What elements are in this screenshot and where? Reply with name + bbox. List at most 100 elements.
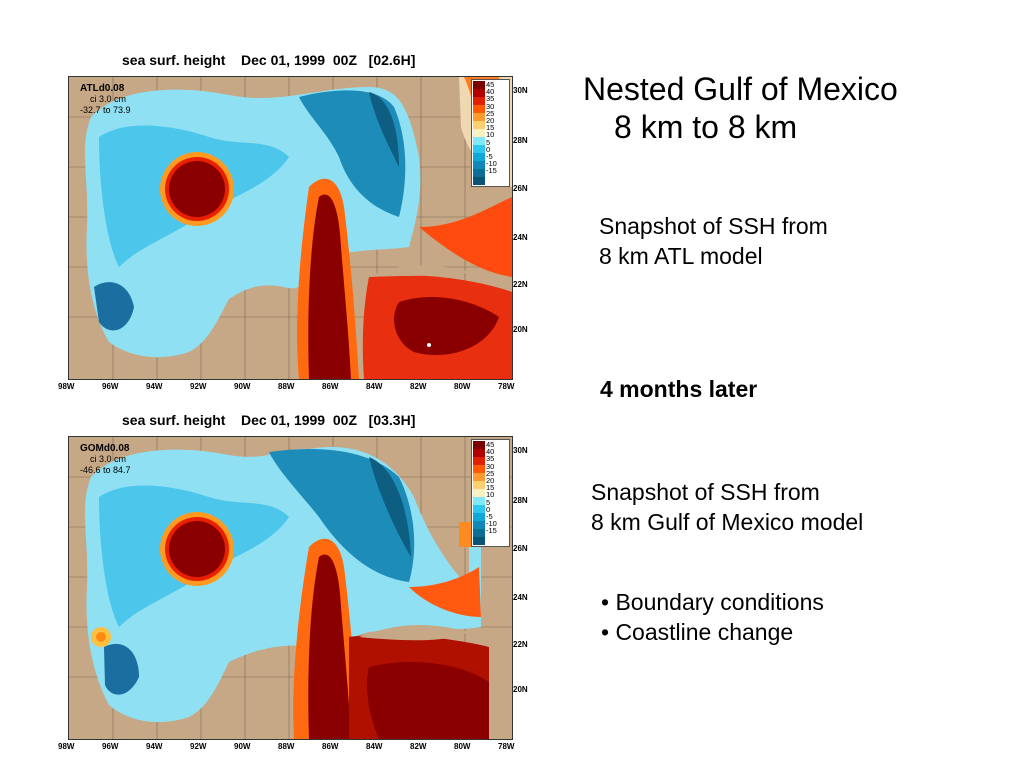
colorbar-tick-label: 5 <box>486 497 491 507</box>
lon-label: 82W <box>410 742 427 751</box>
lon-label: 98W <box>58 382 75 391</box>
colorbar-swatch <box>473 537 485 545</box>
lon-label: 92W <box>190 742 207 751</box>
bullet-item: • Coastline change <box>601 619 794 645</box>
colorbar-tick-label: -5 <box>486 512 493 522</box>
ssh-map-gom <box>68 436 513 740</box>
colorbar-tick-label: -10 <box>486 159 497 169</box>
colorbar-swatch <box>473 457 485 466</box>
colorbar-ticks: 45 40 35 30 25 20 15 10 5 0 -5 -10 -15 <box>486 441 497 535</box>
lon-label: 96W <box>102 382 119 391</box>
colorbar-tick-label: -15 <box>486 526 497 536</box>
colorbar-swatch <box>473 473 485 482</box>
slide-title-line1: Nested Gulf of Mexico <box>583 71 898 107</box>
colorbar-swatch <box>473 89 485 98</box>
ssh-map-atl <box>68 76 513 380</box>
colorbar-swatch <box>473 465 485 474</box>
colorbar-swatch <box>473 177 485 185</box>
colorbar-swatch <box>473 481 485 490</box>
lat-label: 26N <box>513 184 528 193</box>
caption-line: Snapshot of SSH from <box>591 479 820 505</box>
colorbar-tick-label: -15 <box>486 166 497 176</box>
colorbar-tick-label: 15 <box>486 483 495 493</box>
colorbar-tick-label: 25 <box>486 108 495 118</box>
colorbar-swatch <box>473 105 485 114</box>
colorbar-swatch <box>473 97 485 106</box>
colorbar-tick-label: 20 <box>486 476 495 486</box>
colorbar-swatch <box>473 113 485 122</box>
snapshot-atl-caption: Snapshot of SSH from 8 km ATL model <box>599 211 828 271</box>
colorbar-tick-label: 30 <box>486 461 495 471</box>
bullet-item: • Boundary conditions <box>601 589 824 615</box>
colorbar-swatch <box>473 449 485 458</box>
colorbar-tick-label: 10 <box>486 490 495 500</box>
colorbar-swatch <box>473 169 485 178</box>
caption-line: 8 km ATL model <box>599 243 763 269</box>
map-title: sea surf. height Dec 01, 1999 00Z [02.6H… <box>122 52 416 68</box>
lon-label: 82W <box>410 382 427 391</box>
ssh-map-panel-gom: sea surf. height Dec 01, 1999 00Z [03.3H… <box>50 412 528 757</box>
lat-label: 24N <box>513 593 528 602</box>
colorbar-tick-label: 25 <box>486 468 495 478</box>
lon-label: 84W <box>366 742 383 751</box>
colorbar-swatch <box>473 121 485 130</box>
lat-label: 30N <box>513 86 528 95</box>
value-range: -46.6 to 84.7 <box>80 465 131 475</box>
snapshot-gom-caption: Snapshot of SSH from 8 km Gulf of Mexico… <box>591 477 863 537</box>
lon-label: 92W <box>190 382 207 391</box>
colorbar-swatch <box>473 505 485 514</box>
ssh-map-panel-atl: sea surf. height Dec 01, 1999 00Z [02.6H… <box>50 52 528 397</box>
lat-label: 24N <box>513 233 528 242</box>
colorbar-swatch <box>473 497 485 506</box>
colorbar-swatch <box>473 529 485 538</box>
lon-label: 80W <box>454 382 471 391</box>
colorbar-gradient <box>473 81 485 185</box>
colorbar-tick-label: 45 <box>486 80 495 89</box>
lon-label: 78W <box>498 382 515 391</box>
value-range: -32.7 to 73.9 <box>80 105 131 115</box>
lon-label: 86W <box>322 382 339 391</box>
model-info: GOMd0.08 ci 3.0 cm -46.6 to 84.7 <box>80 443 131 476</box>
lon-label: 84W <box>366 382 383 391</box>
colorbar-tick-label: -5 <box>486 152 493 162</box>
bullet-list: • Boundary conditions • Coastline change <box>601 587 824 647</box>
caption-line: Snapshot of SSH from <box>599 213 828 239</box>
colorbar-swatch <box>473 513 485 522</box>
slide-title-line2: 8 km to 8 km <box>614 109 798 145</box>
colorbar-swatch <box>473 521 485 530</box>
lon-label: 78W <box>498 742 515 751</box>
map-title: sea surf. height Dec 01, 1999 00Z [03.3H… <box>122 412 416 428</box>
colorbar-tick-label: 5 <box>486 137 491 147</box>
colorbar-tick-label: 10 <box>486 130 495 140</box>
model-name: GOMd0.08 <box>80 443 130 454</box>
colorbar-tick-label: 20 <box>486 116 495 126</box>
colorbar-swatch <box>473 441 485 450</box>
lon-label: 94W <box>146 382 163 391</box>
lon-label: 90W <box>234 742 251 751</box>
lat-label: 26N <box>513 544 528 553</box>
colorbar-swatch <box>473 489 485 498</box>
lon-label: 94W <box>146 742 163 751</box>
colorbar-gradient <box>473 441 485 545</box>
colorbar-swatch <box>473 153 485 162</box>
lon-label: 88W <box>278 382 295 391</box>
lat-label: 28N <box>513 136 528 145</box>
lat-label: 30N <box>513 446 528 455</box>
lat-label: 22N <box>513 640 528 649</box>
colorbar-swatch <box>473 81 485 90</box>
lon-label: 90W <box>234 382 251 391</box>
later-note: 4 months later <box>600 376 758 402</box>
model-name: ATLd0.08 <box>80 83 125 94</box>
lat-label: 20N <box>513 325 528 334</box>
lon-label: 80W <box>454 742 471 751</box>
colorbar-tick-label: 35 <box>486 454 495 464</box>
colorbar: 45 40 35 30 25 20 15 10 5 0 -5 -10 -15 <box>471 439 510 547</box>
colorbar-tick-label: 15 <box>486 123 495 133</box>
colorbar-tick-label: 40 <box>486 447 495 457</box>
colorbar-tick-label: 40 <box>486 87 495 97</box>
colorbar-swatch <box>473 129 485 138</box>
model-info: ATLd0.08 ci 3.0 cm -32.7 to 73.9 <box>80 83 131 116</box>
colorbar-swatch <box>473 137 485 146</box>
colorbar-tick-label: 30 <box>486 101 495 111</box>
lon-label: 98W <box>58 742 75 751</box>
